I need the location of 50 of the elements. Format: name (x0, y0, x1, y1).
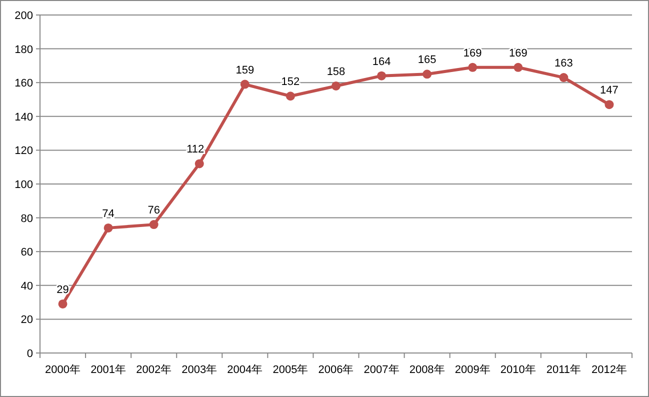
point (559, 73, 568, 82)
point (514, 62, 523, 72)
point (149, 220, 158, 230)
y-tick-label: 200 (14, 10, 33, 22)
point (604, 100, 614, 110)
y-tick-label: 140 (14, 111, 33, 124)
data-label: 159 (236, 64, 254, 76)
data-label: 169 (463, 47, 482, 60)
data-label: 76 (148, 204, 160, 217)
data-label: 74 (102, 208, 114, 220)
point (377, 71, 386, 80)
y-tick-label: 0 (26, 348, 33, 360)
x-tick-label: 2010年 (500, 364, 536, 376)
x-tick-label: 2009年 (454, 364, 490, 376)
data-label: 152 (281, 76, 300, 88)
point (194, 159, 204, 168)
y-tick-label: 40 (20, 280, 33, 292)
data-label: 29 (56, 284, 69, 296)
data-label: 112 (186, 144, 204, 156)
y-tick-label: 80 (20, 212, 33, 225)
point (240, 80, 250, 89)
x-tick-label: 2007年 (364, 364, 400, 376)
x-tick-label: 2011年 (546, 364, 582, 376)
y-tick-label: 60 (20, 246, 33, 259)
y-tick-label: 20 (20, 314, 33, 326)
x-tick-label: 2001年 (90, 364, 126, 376)
data-label: 165 (418, 54, 436, 66)
point (468, 62, 478, 72)
x-tick-label: 2005年 (272, 364, 308, 376)
x-tick-label: 2002年 (136, 364, 172, 376)
x-tick-label: 2006年 (318, 364, 354, 376)
point (422, 70, 432, 79)
y-tick-label: 100 (14, 179, 33, 191)
y-tick-label: 180 (14, 44, 33, 56)
x-tick-label: 2003年 (182, 364, 218, 376)
data-label: 163 (554, 58, 573, 70)
point (104, 223, 113, 232)
x-tick-label: 2012年 (591, 364, 627, 376)
point (286, 92, 295, 101)
point (332, 81, 340, 90)
data-label: 164 (372, 56, 391, 68)
x-tick-label: 2004年 (227, 364, 263, 376)
y-tick-label: 160 (14, 78, 33, 90)
data-label: 158 (326, 66, 346, 78)
x-tick-label: 2000年 (45, 364, 81, 376)
data-label: 169 (508, 47, 528, 60)
point (58, 299, 68, 308)
x-tick-label: 2008年 (409, 364, 445, 376)
y-tick-label: 120 (14, 145, 33, 158)
data-label: 147 (600, 84, 618, 97)
